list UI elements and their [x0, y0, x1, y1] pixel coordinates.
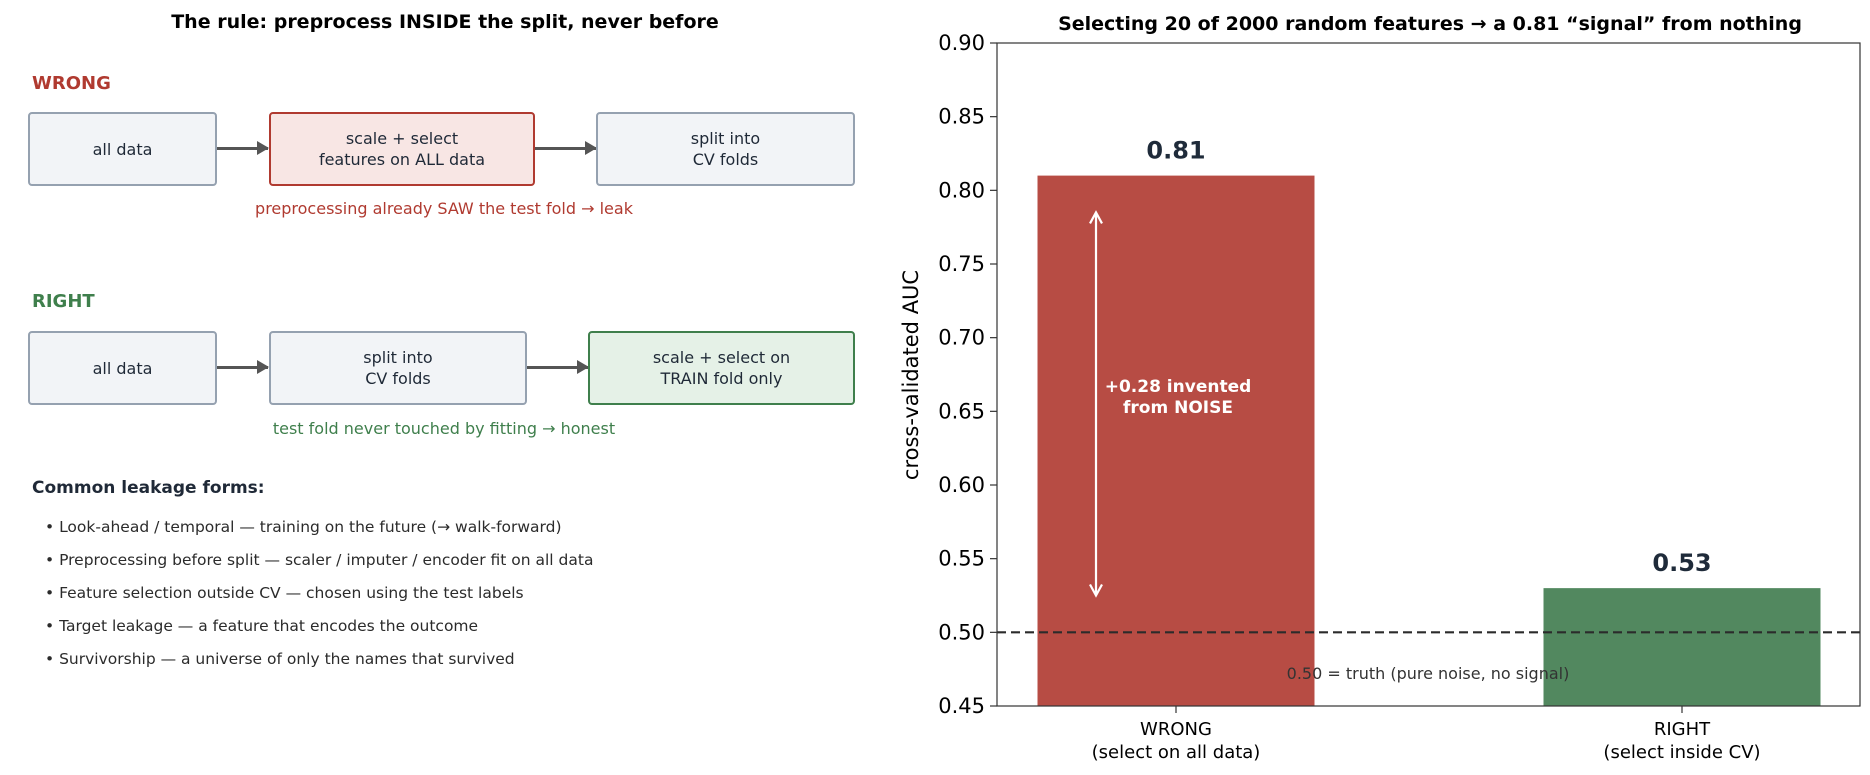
leakage-form-item: • Survivorship — a universe of only the …	[45, 650, 515, 668]
wrong-arrow-2	[535, 141, 597, 155]
y-tick-label: 0.90	[938, 31, 985, 55]
right-arrow-1	[217, 360, 269, 374]
chart-title: Selecting 20 of 2000 random features → a…	[1058, 13, 1802, 35]
y-axis-label: cross-validated AUC	[899, 270, 923, 480]
x-tick-label: WRONG (select on all data)	[1092, 719, 1261, 763]
right-section-label: RIGHT	[32, 291, 95, 312]
x-tick-label: RIGHT (select inside CV)	[1603, 719, 1760, 763]
right-train-only-box: scale + select on TRAIN fold only	[588, 331, 855, 405]
leakage-form-item: • Look-ahead / temporal — training on th…	[45, 518, 562, 536]
bars-layer	[1037, 175, 1821, 707]
leakage-form-item: • Target leakage — a feature that encode…	[45, 617, 479, 635]
y-tick-label: 0.70	[938, 326, 985, 350]
y-tick-label: 0.60	[938, 473, 985, 497]
y-tick-label: 0.80	[938, 178, 985, 202]
wrong-section-label: WRONG	[32, 73, 111, 94]
wrong-all-data-box: all data	[28, 112, 217, 186]
bar-right	[1543, 588, 1821, 706]
x-axis: WRONG (select on all data) RIGHT (select in…	[1092, 706, 1761, 763]
leakage-forms-list: • Look-ahead / temporal — training on th…	[45, 518, 593, 683]
right-all-data-box: all data	[28, 331, 217, 405]
left-panel-title: The rule: preprocess INSIDE the split, n…	[171, 11, 719, 33]
y-axis: 0.45 0.50 0.55 0.60 0.65 0.70 0.75 0.80 0.85 0.90	[938, 31, 997, 718]
wrong-preprocess-box: scale + select features on ALL data	[269, 112, 535, 186]
y-tick-label: 0.85	[938, 105, 985, 129]
wrong-note: preprocessing already SAW the test fold …	[255, 199, 633, 218]
plot-frame	[996, 42, 1861, 707]
overlay-layer: 0.81 0.53 0.50 = truth (pure noise, no sig…	[997, 137, 1860, 683]
y-tick-label: 0.50	[938, 620, 985, 644]
wrong-arrow-1	[217, 141, 269, 155]
annotation-label: +0.28 invented from NOISE	[1105, 377, 1252, 418]
bar-value-label: 0.53	[1652, 549, 1711, 577]
bar-value-label: 0.81	[1146, 137, 1205, 165]
y-tick-label: 0.55	[938, 547, 985, 571]
y-tick-label: 0.75	[938, 252, 985, 276]
annotation-arrow-head-bottom	[1089, 583, 1103, 598]
reference-line-label: 0.50 = truth (pure noise, no signal)	[1287, 664, 1570, 683]
y-tick-label: 0.45	[938, 694, 985, 718]
leakage-form-item: • Preprocessing before split — scaler / …	[45, 551, 594, 569]
leakage-form-item: • Feature selection outside CV — chosen …	[45, 584, 524, 602]
leakage-forms-title: Common leakage forms:	[32, 478, 265, 498]
right-arrow-2	[527, 360, 589, 374]
right-note: test fold never touched by fitting → hon…	[272, 419, 616, 438]
wrong-split-box: split into CV folds	[596, 112, 855, 186]
bar-wrong	[1037, 175, 1315, 707]
y-tick-label: 0.65	[938, 399, 985, 423]
annotation-arrow-head-top	[1089, 210, 1103, 224]
right-split-box: split into CV folds	[269, 331, 527, 405]
